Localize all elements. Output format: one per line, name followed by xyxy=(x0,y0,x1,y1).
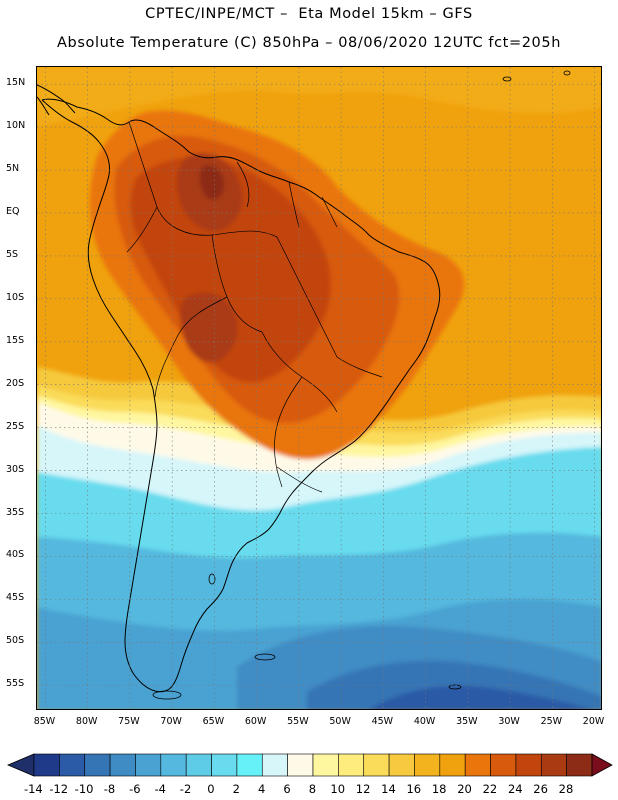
colorbar-segment xyxy=(414,753,441,777)
latitude-label: 10N xyxy=(6,120,26,132)
latitude-label: 35S xyxy=(6,506,25,518)
colorbar-label: 14 xyxy=(381,782,396,796)
title-line-2: Absolute Temperature (C) 850hPa – 08/06/… xyxy=(57,35,561,51)
caribbean-island xyxy=(502,76,512,82)
temperature-field xyxy=(37,67,601,709)
south-georgia xyxy=(448,684,462,690)
map-panel xyxy=(36,66,602,710)
colorbar-segment xyxy=(287,753,314,777)
colorbar-label: -8 xyxy=(103,782,116,796)
colorbar-label: 12 xyxy=(355,782,371,796)
colorbar-label: 0 xyxy=(207,782,215,796)
latitude-label: 15S xyxy=(6,334,25,346)
latitude-label: 10S xyxy=(6,291,25,303)
colorbar-segment xyxy=(388,753,415,777)
colorbar-segment xyxy=(439,753,466,777)
band-24-land xyxy=(130,157,331,383)
latitude-label: 5S xyxy=(6,248,19,260)
colorbar-label: 6 xyxy=(283,782,291,796)
colorbar-label: 24 xyxy=(507,782,523,796)
colorbar-segment xyxy=(261,753,288,777)
colorbar-segment xyxy=(338,753,365,777)
band-28-land xyxy=(199,165,225,200)
latitude-label: 50S xyxy=(6,635,25,647)
colorbar-label: -6 xyxy=(129,782,141,796)
colorbar-segment xyxy=(84,753,111,777)
longitude-label: 25W xyxy=(540,716,563,727)
latitude-label: 40S xyxy=(6,549,25,561)
colorbar-segment xyxy=(312,753,339,777)
colorbar-under-triangle xyxy=(6,753,35,777)
colorbar-label: -4 xyxy=(154,782,166,796)
colorbar-over-triangle xyxy=(591,753,613,777)
colorbar-segment xyxy=(185,753,212,777)
colorbar-label: -12 xyxy=(49,782,69,796)
colorbar-segment xyxy=(566,753,593,777)
latitude-label: 45S xyxy=(6,592,25,604)
latitude-label: EQ xyxy=(6,205,20,217)
longitude-label: 40W xyxy=(413,716,436,727)
longitude-label: 35W xyxy=(456,716,478,727)
colorbar-label: 22 xyxy=(482,782,498,796)
colorbar-label: 10 xyxy=(330,782,346,796)
longitude-label: 50W xyxy=(329,716,351,727)
colorbar-label: 18 xyxy=(431,782,447,796)
latitude-label: 25S xyxy=(6,420,25,432)
colorbar-segment xyxy=(236,753,263,777)
country-borders xyxy=(126,121,383,493)
colorbar-segment xyxy=(109,753,136,777)
falkland-islands xyxy=(254,653,276,661)
band-26-chaco xyxy=(180,292,238,363)
longitude-label: 60W xyxy=(244,716,267,727)
colorbar-segment xyxy=(540,753,567,777)
colorbar-label: 16 xyxy=(406,782,422,796)
longitude-label: 70W xyxy=(160,716,182,727)
colorbar-segment xyxy=(490,753,517,777)
temperature-map xyxy=(37,67,601,709)
colorbar-segment xyxy=(363,753,390,777)
colorbar-segment xyxy=(515,753,542,777)
longitude-label: 65W xyxy=(202,716,225,727)
colorbar-label: -14 xyxy=(23,782,43,796)
colorbar-segment xyxy=(160,753,187,777)
latitude-label: 5N xyxy=(6,163,20,175)
band-minus12 xyxy=(370,685,591,709)
title-line-1: CPTEC/INPE/MCT – Eta Model 15km – GFS xyxy=(145,6,473,22)
colorbar-segment xyxy=(211,753,238,777)
colorbar-label: 28 xyxy=(558,782,574,796)
latitude-label: 15N xyxy=(6,77,26,89)
band-18-north xyxy=(37,67,601,127)
caribbean-island xyxy=(563,70,571,76)
colorbar-label: 26 xyxy=(533,782,548,796)
colorbar-segment xyxy=(464,753,491,777)
central-america-coastline xyxy=(37,84,76,116)
islands xyxy=(152,70,571,700)
colorbar xyxy=(6,753,613,777)
colorbar-segment xyxy=(59,753,86,777)
graticule xyxy=(37,67,601,709)
longitude-label: 20W xyxy=(582,716,605,727)
chiloe-island xyxy=(208,573,216,585)
tierra-del-fuego xyxy=(152,690,182,700)
longitude-label: 55W xyxy=(287,716,309,727)
south-america-coastline xyxy=(41,98,441,693)
colorbar-segment xyxy=(33,753,60,777)
longitude-label: 85W xyxy=(33,716,56,727)
longitude-label: 75W xyxy=(118,716,140,727)
longitude-label: 80W xyxy=(75,716,98,727)
longitude-label: 30W xyxy=(498,716,520,727)
latitude-label: 55S xyxy=(6,678,25,690)
longitude-label: 45W xyxy=(371,716,394,727)
latitude-label: 20S xyxy=(6,377,25,389)
colorbar-label: -10 xyxy=(74,782,94,796)
colorbar-label: 2 xyxy=(232,782,240,796)
colorbar-label: 20 xyxy=(457,782,472,796)
colorbar-segment xyxy=(135,753,162,777)
colorbar-label: 8 xyxy=(308,782,317,796)
colorbar-label: 4 xyxy=(257,782,266,796)
colorbar-label: -2 xyxy=(179,782,192,796)
latitude-label: 30S xyxy=(6,463,25,475)
